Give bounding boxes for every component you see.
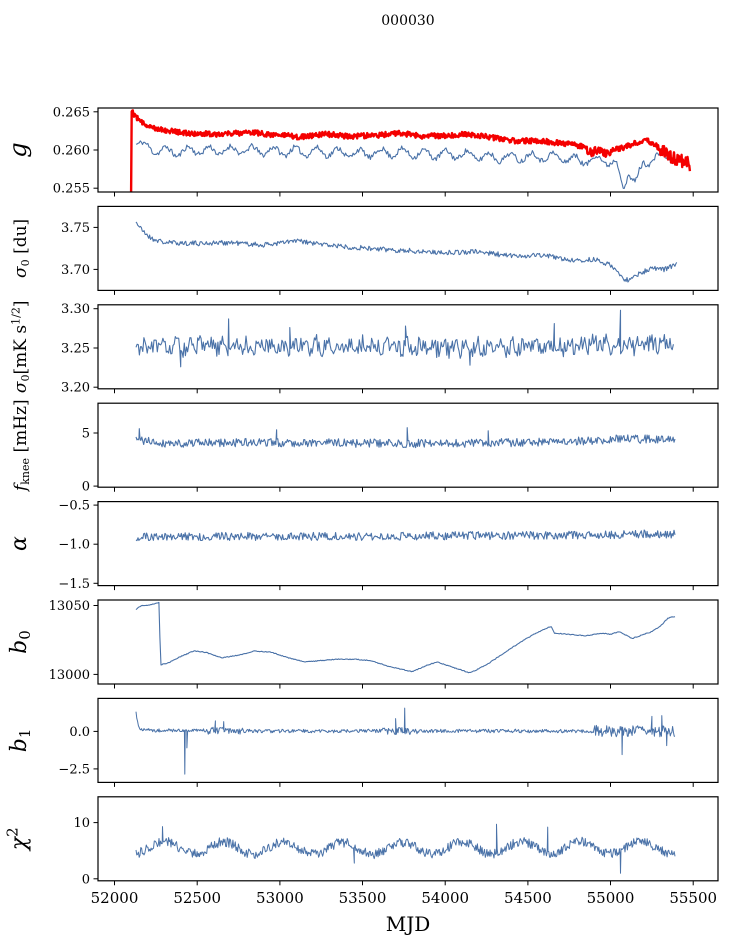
panel-border — [97, 599, 719, 685]
x-tick-label: 54000 — [421, 889, 469, 907]
panel-border — [97, 402, 719, 488]
panel-sigma0-mks: 3.20 3.25 3.30 σ0[mK s1/2] — [10, 301, 719, 396]
panel-y-label: b1 — [7, 729, 34, 753]
panel-chi2-plot-area — [135, 823, 676, 874]
g-thick-line — [129, 109, 692, 192]
g-thin-line — [135, 140, 675, 189]
panel-y-label-part: f — [11, 482, 31, 493]
x-axis-title: MJD — [386, 912, 431, 936]
x-tick-label: 54500 — [504, 889, 552, 907]
alpha-line — [135, 529, 676, 542]
panel-y-label-part: knee — [19, 458, 32, 485]
panel-y-label: α — [7, 536, 32, 551]
panel-g-plot-area — [129, 109, 692, 192]
y-tick-label: 3.25 — [61, 342, 90, 357]
panel-y-label-part: 2 — [4, 827, 22, 837]
panel-y-label-part: ] — [11, 301, 31, 308]
x-tick-label: 55000 — [587, 889, 635, 907]
y-tick-label: 0.265 — [53, 105, 90, 120]
panel-y-label-part: 1/2 — [10, 307, 23, 325]
panel-y-label-part: 0 — [19, 259, 32, 266]
panel-y-label-part: [mK s — [11, 325, 31, 375]
fknee-line — [135, 427, 676, 449]
panel-sigma0-mks-plot-area — [135, 309, 674, 368]
y-tick-label: 3.20 — [61, 381, 90, 396]
panel-y-label: b0 — [7, 630, 34, 654]
panel-b1: −2.5 0.0 b1 — [7, 697, 719, 787]
panel-y-label-part: σ — [11, 266, 31, 278]
x-tick-label: 53000 — [256, 889, 304, 907]
y-tick-label: 3.75 — [61, 221, 90, 236]
panel-y-label-part: 1 — [16, 729, 34, 739]
panel-b0-plot-area — [135, 601, 676, 674]
panel-y-label-part: χ — [7, 835, 32, 852]
sigma0-mks-line — [135, 309, 674, 368]
y-tick-label: 0.0 — [69, 725, 90, 740]
y-tick-label: −1.0 — [58, 538, 90, 553]
panel-alpha-plot-area — [135, 529, 676, 542]
panel-y-label-part: 0 — [16, 630, 34, 640]
y-tick-label: 0 — [82, 872, 90, 887]
y-tick-label: 13000 — [49, 668, 90, 683]
panel-b1-plot-area — [135, 707, 676, 775]
panel-chi2: 0 10 52000 52500 53000 53500 54000 54500 55000 55… — [4, 796, 719, 907]
x-tick-label: 52500 — [173, 889, 221, 907]
panel-border — [97, 501, 719, 587]
y-tick-label: 0 — [82, 480, 90, 495]
b1-line — [135, 707, 676, 775]
panel-border — [97, 796, 719, 882]
chi2-line — [135, 823, 676, 874]
panel-g: 0.255 0.260 0.265 g — [4, 105, 719, 197]
y-tick-label: −0.5 — [58, 499, 90, 514]
y-tick-label: 0.255 — [53, 182, 90, 197]
panel-border — [97, 697, 719, 784]
panel-y-label: σ0[mK s1/2] — [10, 301, 33, 394]
chart-title: 000030 — [381, 13, 434, 29]
y-tick-label: 3.30 — [61, 302, 90, 317]
panel-y-label: fknee [mHz] — [11, 399, 32, 493]
x-tick-label: 53500 — [339, 889, 387, 907]
panel-y-label-part: b — [7, 640, 32, 654]
panel-fknee-plot-area — [135, 427, 676, 449]
panel-y-label-part: α — [7, 536, 32, 551]
panel-y-label-part: b — [7, 738, 32, 752]
y-tick-label: 3.70 — [61, 263, 90, 278]
x-tick-label: 55500 — [669, 889, 717, 907]
b0-line — [135, 601, 676, 674]
panel-y-label-part: σ — [11, 381, 31, 393]
panel-fknee: 0 5 fknee [mHz] — [11, 399, 719, 495]
panel-sigma0-du: 3.70 3.75 σ0 [du] — [11, 205, 719, 295]
panel-sigma0-du-plot-area — [135, 221, 678, 283]
y-tick-label: 0.260 — [53, 144, 90, 159]
panel-alpha: −1.5 −1.0 −0.5 α — [7, 499, 719, 592]
panel-b0: 13000 13050 b0 — [7, 599, 719, 689]
panel-y-label: g — [4, 142, 32, 157]
y-tick-label: 10 — [73, 816, 90, 831]
y-tick-label: 5 — [82, 427, 90, 442]
y-tick-label: 13050 — [49, 599, 90, 614]
y-tick-label: −1.5 — [58, 577, 90, 592]
panel-y-label-part: [du] — [11, 219, 31, 260]
x-tick-label: 52000 — [91, 889, 139, 907]
panel-border — [97, 304, 719, 390]
panel-border — [97, 107, 719, 193]
panel-border — [97, 205, 719, 291]
panel-y-label-part: [mHz] — [11, 399, 31, 458]
panel-y-label: χ2 — [4, 827, 32, 852]
panel-y-label-part: 0 — [19, 374, 32, 381]
y-tick-label: −2.5 — [58, 762, 90, 777]
panel-y-label: σ0 [du] — [11, 219, 32, 278]
panel-y-label-part: g — [4, 142, 32, 157]
sigma0-du-line — [135, 221, 678, 283]
